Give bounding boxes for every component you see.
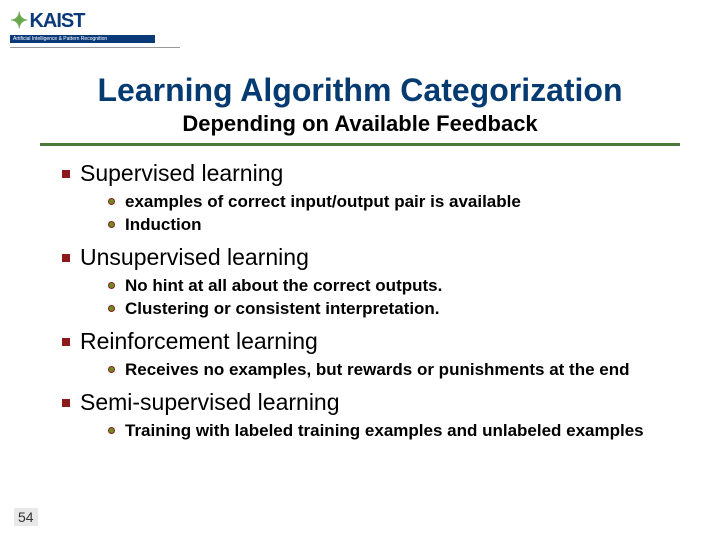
- list-item: Training with labeled training examples …: [108, 420, 690, 442]
- section-heading: Reinforcement learning: [62, 328, 690, 355]
- content-area: Supervised learning examples of correct …: [0, 146, 720, 443]
- section-heading: Unsupervised learning: [62, 244, 690, 271]
- item-text: Training with labeled training examples …: [125, 420, 644, 442]
- heading-text: Supervised learning: [80, 160, 283, 187]
- square-bullet-icon: [62, 254, 70, 262]
- square-bullet-icon: [62, 170, 70, 178]
- item-text: Clustering or consistent interpretation.: [125, 298, 440, 320]
- square-bullet-icon: [62, 338, 70, 346]
- list-item: examples of correct input/output pair is…: [108, 191, 690, 213]
- slide-title: Learning Algorithm Categorization: [0, 72, 720, 109]
- section-heading: Semi-supervised learning: [62, 389, 690, 416]
- item-text: Receives no examples, but rewards or pun…: [125, 359, 629, 381]
- sub-list: No hint at all about the correct outputs…: [72, 275, 690, 320]
- list-item: Induction: [108, 214, 690, 236]
- heading-text: Reinforcement learning: [80, 328, 318, 355]
- list-item: No hint at all about the correct outputs…: [108, 275, 690, 297]
- sub-list: examples of correct input/output pair is…: [72, 191, 690, 236]
- dot-bullet-icon: [108, 282, 115, 289]
- item-text: examples of correct input/output pair is…: [125, 191, 521, 213]
- page-number: 54: [14, 508, 38, 526]
- logo-area: ✦ KAIST Artificial Intelligence & Patter…: [10, 8, 180, 48]
- sub-list: Receives no examples, but rewards or pun…: [72, 359, 690, 381]
- dot-bullet-icon: [108, 427, 115, 434]
- item-text: Induction: [125, 214, 201, 236]
- list-item: Receives no examples, but rewards or pun…: [108, 359, 690, 381]
- item-text: No hint at all about the correct outputs…: [125, 275, 442, 297]
- heading-text: Semi-supervised learning: [80, 389, 340, 416]
- square-bullet-icon: [62, 399, 70, 407]
- logo-text: KAIST: [29, 10, 84, 33]
- section-supervised: Supervised learning examples of correct …: [72, 160, 690, 236]
- sub-list: Training with labeled training examples …: [72, 420, 690, 442]
- section-semisupervised: Semi-supervised learning Training with l…: [72, 389, 690, 442]
- section-unsupervised: Unsupervised learning No hint at all abo…: [72, 244, 690, 320]
- dot-bullet-icon: [108, 305, 115, 312]
- slide-subtitle: Depending on Available Feedback: [0, 111, 720, 137]
- logo-tagline: Artificial Intelligence & Pattern Recogn…: [10, 35, 155, 43]
- dot-bullet-icon: [108, 198, 115, 205]
- dot-bullet-icon: [108, 221, 115, 228]
- section-heading: Supervised learning: [62, 160, 690, 187]
- logo: ✦ KAIST: [10, 8, 84, 34]
- dot-bullet-icon: [108, 366, 115, 373]
- list-item: Clustering or consistent interpretation.: [108, 298, 690, 320]
- logo-swirl-icon: ✦: [10, 8, 27, 34]
- section-reinforcement: Reinforcement learning Receives no examp…: [72, 328, 690, 381]
- heading-text: Unsupervised learning: [80, 244, 309, 271]
